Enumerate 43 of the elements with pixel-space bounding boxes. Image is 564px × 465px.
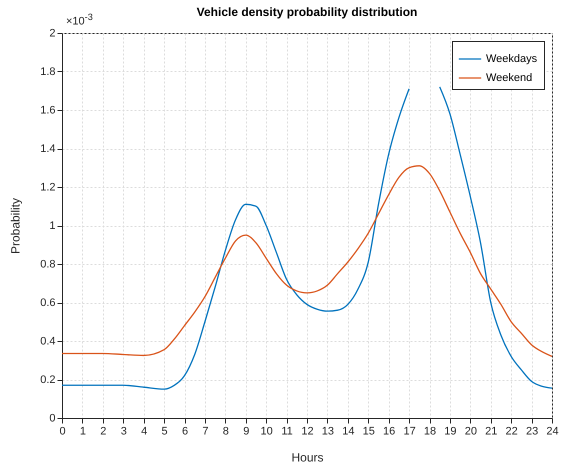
legend-label: Weekdays <box>486 53 538 65</box>
y-tick-label: 0.2 <box>40 374 56 386</box>
y-tick-label: 1 <box>49 220 56 232</box>
legend-label: Weekend <box>486 72 532 84</box>
x-tick-label: 23 <box>526 426 538 438</box>
y-tick-label: 1.6 <box>40 104 56 116</box>
x-tick-label: 24 <box>546 426 559 438</box>
x-tick-label: 2 <box>100 426 106 438</box>
y-tick-label: 1.8 <box>40 66 56 78</box>
x-tick-label: 6 <box>182 426 188 438</box>
x-tick-label: 17 <box>403 426 416 438</box>
x-tick-label: 16 <box>383 426 396 438</box>
x-tick-label: 5 <box>162 426 168 438</box>
x-tick-label: 13 <box>322 426 334 438</box>
x-tick-label: 21 <box>485 426 498 438</box>
text: ×10$^{-3}$ <box>66 12 93 28</box>
x-tick-label: 12 <box>301 426 314 438</box>
x-tick-label: 7 <box>202 426 208 438</box>
x-tick-label: 8 <box>222 426 229 438</box>
x-tick-label: 9 <box>243 426 250 438</box>
x-axis-title: Hours <box>291 450 324 464</box>
x-tick-label: 18 <box>424 426 436 438</box>
y-tick-label: 2 <box>49 28 56 40</box>
x-tick-label: 22 <box>506 426 518 438</box>
x-tick-label: 15 <box>362 426 375 438</box>
x-tick-label: 19 <box>444 426 457 438</box>
y-tick-label: 1.4 <box>40 143 56 155</box>
x-tick-label: 1 <box>80 426 86 438</box>
y-tick-label: 0.8 <box>40 258 56 270</box>
y-tick-label: 0.4 <box>40 336 56 348</box>
y-tick-label: 0.6 <box>40 297 56 309</box>
line-series <box>61 165 553 358</box>
x-tick-label: 10 <box>260 426 273 438</box>
x-tick-label: 14 <box>342 426 354 438</box>
y-tick-label: 1.2 <box>40 182 56 194</box>
y-tick-label: 0 <box>49 412 56 424</box>
x-tick-label: 11 <box>281 426 293 438</box>
x-tick-label: 0 <box>59 426 66 438</box>
y-axis-title: Probability <box>8 198 22 254</box>
chart-title: Vehicle density probability distribution <box>196 5 418 19</box>
x-tick-label: 4 <box>141 426 148 438</box>
x-tick-label: 20 <box>464 426 477 438</box>
x-tick-label: 3 <box>120 426 127 438</box>
